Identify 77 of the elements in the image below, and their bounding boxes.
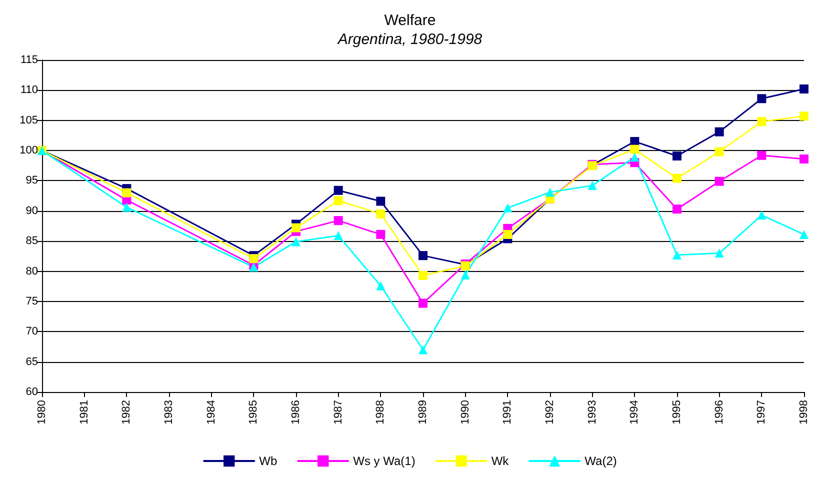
point: [757, 210, 766, 220]
x-tick-label: 1992: [544, 400, 556, 424]
x-tick-label: 1994: [628, 400, 641, 424]
x-tick-label: 1997: [756, 400, 768, 424]
x-tick-label: 1987: [332, 400, 344, 424]
point: [672, 174, 682, 183]
y-tick-label: 65: [26, 356, 38, 368]
point: [800, 112, 808, 121]
x-tick-label: 1985: [248, 400, 260, 424]
point: [418, 345, 428, 354]
x-tick-label: 1982: [120, 400, 133, 424]
point: [292, 237, 300, 246]
chart-subtitle: Argentina, 1980-1998: [336, 31, 483, 48]
x-tick-label: 1989: [417, 400, 429, 424]
point: [757, 117, 766, 126]
point: [714, 127, 724, 136]
y-tick-label: 95: [26, 174, 38, 187]
y-tick-label: 85: [26, 235, 38, 248]
chart-title: Welfare: [384, 12, 436, 29]
point: [334, 216, 343, 226]
point: [122, 202, 132, 212]
legend-label: Wb: [259, 454, 278, 468]
point: [546, 188, 554, 197]
point: [503, 230, 512, 239]
y-tick-label: 70: [26, 326, 38, 338]
x-tick-label: 1980: [36, 400, 48, 424]
point: [714, 248, 724, 258]
x-tick-label: 1988: [374, 400, 387, 424]
point: [672, 151, 682, 160]
x-tick-label: 1996: [713, 400, 726, 424]
point: [376, 196, 386, 206]
point: [334, 196, 343, 206]
point: [757, 150, 766, 160]
point: [630, 152, 640, 162]
y-tick-label: 60: [26, 386, 38, 398]
point: [376, 230, 386, 239]
point: [757, 94, 766, 104]
point: [376, 209, 386, 218]
legend-label: Ws y Wa(1): [353, 454, 416, 468]
x-tick-label: 1993: [586, 400, 598, 424]
point: [460, 270, 470, 280]
x-tick-label: 1984: [205, 400, 218, 424]
point: [630, 144, 640, 154]
point: [418, 251, 428, 260]
x-tick-label: 1990: [459, 400, 472, 424]
point: [418, 271, 428, 280]
point: [376, 281, 386, 290]
legend-label: Wk: [491, 454, 510, 468]
x-tick-label: 1986: [290, 400, 302, 424]
point: [672, 204, 682, 214]
point: [334, 186, 343, 195]
x-tick-label: 1983: [163, 400, 175, 424]
y-tick-label: 110: [20, 84, 38, 96]
point: [800, 230, 808, 239]
point: [122, 188, 132, 198]
point: [714, 147, 724, 156]
x-tick-label: 1995: [671, 400, 683, 424]
point: [292, 223, 300, 232]
point: [334, 231, 343, 240]
legend-label: Wa(2): [584, 454, 617, 468]
point: [249, 254, 258, 264]
point: [714, 176, 724, 186]
x-tick-label: 1991: [502, 400, 514, 424]
y-tick-label: 75: [26, 295, 38, 308]
y-tick-label: 100: [20, 144, 38, 157]
y-tick-label: 80: [26, 265, 38, 278]
y-tick-label: 105: [20, 114, 38, 126]
point: [672, 250, 682, 260]
point: [800, 154, 808, 164]
point: [800, 84, 808, 94]
point: [503, 203, 512, 212]
point: [588, 181, 597, 190]
x-tick-label: 1998: [798, 400, 810, 424]
x-tick-label: 1981: [78, 400, 90, 424]
point: [418, 298, 428, 308]
y-tick-label: 115: [20, 54, 38, 66]
y-tick-label: 90: [26, 204, 38, 217]
